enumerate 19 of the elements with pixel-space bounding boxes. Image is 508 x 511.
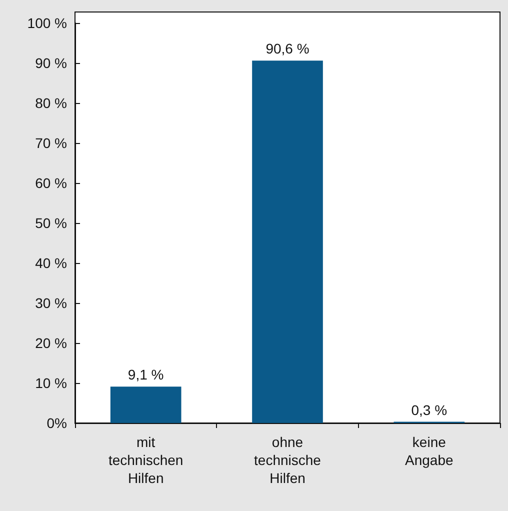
y-tick-label: 10 %	[35, 375, 67, 391]
data-label: 9,1 %	[128, 366, 164, 383]
bar	[252, 60, 323, 423]
y-tick-label: 80 %	[35, 95, 67, 111]
y-tick-label: 90 %	[35, 55, 67, 71]
data-label: 90,6 %	[266, 40, 310, 57]
x-tick-label: mit technischen Hilfen	[108, 434, 184, 486]
x-tick-label: keine Angabe	[405, 434, 454, 468]
y-tick-label: 0%	[46, 415, 67, 431]
y-tick-label: 30 %	[35, 295, 67, 311]
y-tick-label: 50 %	[35, 215, 67, 231]
y-tick-label: 70 %	[35, 135, 67, 151]
data-label: 0,3 %	[411, 402, 448, 418]
y-tick-label: 60 %	[35, 175, 67, 191]
bar	[110, 386, 182, 423]
y-tick-label: 20 %	[35, 335, 67, 351]
y-tick-label: 40 %	[35, 255, 67, 271]
y-tick-label: 100 %	[27, 15, 67, 31]
x-tick-label: ohne technische Hilfen	[254, 434, 322, 486]
